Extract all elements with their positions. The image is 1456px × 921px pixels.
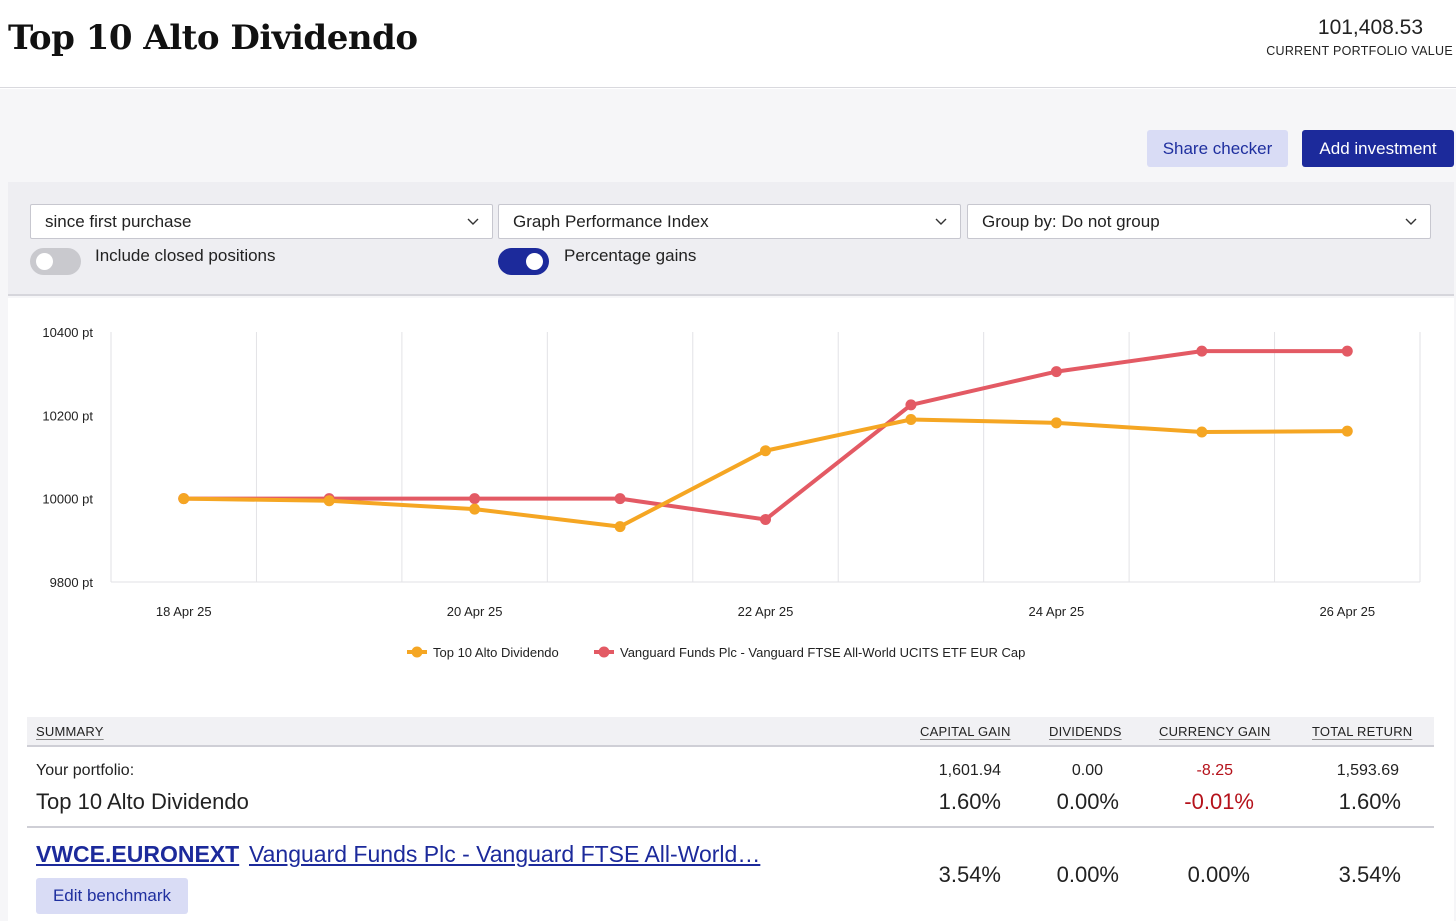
data-point: [760, 445, 771, 457]
share-checker-button[interactable]: Share checker: [1147, 130, 1288, 167]
data-point: [905, 414, 917, 425]
toggle-knob: [36, 253, 53, 270]
toggle-knob: [526, 253, 543, 270]
capital-gain-header[interactable]: CAPITAL GAIN: [920, 724, 1011, 739]
legend-marker: [411, 646, 423, 658]
performance-chart[interactable]: 10400 pt 10200 pt 10000 pt 9800 pt 18 Apr 25…: [8, 298, 1454, 698]
data-point: [323, 495, 335, 507]
x-tick-label: 20 Apr 25: [447, 604, 503, 619]
data-point: [1341, 425, 1353, 437]
currency-gain-pct: -0.01%: [1184, 789, 1254, 814]
capital-gain-value: 1,601.94: [938, 762, 1001, 779]
data-point: [614, 493, 626, 505]
benchmark-name-link[interactable]: Vanguard Funds Plc - Vanguard FTSE All-W…: [249, 841, 761, 867]
page-header: Top 10 Alto Dividendo 101,408.53 CURRENT…: [0, 0, 1456, 88]
benchmark-dividends-pct: 0.00%: [1056, 862, 1119, 887]
chevron-down-icon: [935, 218, 947, 225]
capital-gain-pct: 1.60%: [938, 789, 1001, 814]
x-tick-label: 24 Apr 25: [1029, 604, 1085, 619]
portfolio-row: Your portfolio: Top 10 Alto Dividendo 1,…: [27, 748, 1434, 828]
benchmark-ticker-link[interactable]: VWCE.EURONEXT: [36, 841, 240, 867]
data-point: [905, 399, 917, 411]
period-select-value: since first purchase: [45, 211, 192, 231]
chevron-down-icon: [1405, 218, 1417, 225]
total-return-header[interactable]: TOTAL RETURN: [1312, 724, 1413, 739]
data-point: [614, 521, 626, 533]
currency-gain-header[interactable]: CURRENCY GAIN: [1159, 724, 1271, 739]
graph-type-select[interactable]: Graph Performance Index: [498, 204, 961, 239]
group-by-select[interactable]: Group by: Do not group: [967, 204, 1431, 239]
dividends-pct: 0.00%: [1056, 789, 1119, 814]
y-tick-label: 9800 pt: [50, 575, 94, 590]
y-tick-label: 10400 pt: [42, 325, 93, 340]
benchmark-total-return-pct: 3.54%: [1338, 862, 1401, 887]
series-line: [181, 417, 1350, 529]
percentage-gains-toggle[interactable]: [498, 248, 549, 275]
include-closed-label: Include closed positions: [95, 246, 276, 265]
x-tick-label: 26 Apr 25: [1319, 604, 1375, 619]
portfolio-value-label: CURRENT PORTFOLIO VALUE: [1266, 44, 1453, 58]
edit-benchmark-button[interactable]: Edit benchmark: [36, 878, 188, 914]
x-tick-label: 22 Apr 25: [738, 604, 794, 619]
y-tick-label: 10000 pt: [42, 492, 93, 507]
data-point: [1196, 426, 1208, 438]
series-line: [181, 349, 1350, 522]
portfolio-label: Your portfolio:: [36, 762, 135, 779]
group-by-select-value: Group by: Do not group: [982, 211, 1160, 231]
data-point: [1341, 345, 1353, 357]
page-title: Top 10 Alto Dividendo: [8, 18, 418, 58]
chevron-down-icon: [467, 218, 479, 225]
data-point: [469, 493, 481, 505]
data-point: [1050, 417, 1062, 429]
x-tick-label: 18 Apr 25: [156, 604, 212, 619]
benchmark-row: VWCE.EURONEXT Vanguard Funds Plc - Vangu…: [27, 829, 1434, 921]
period-select[interactable]: since first purchase: [30, 204, 493, 239]
legend-label: Top 10 Alto Dividendo: [433, 645, 559, 660]
total-return-value: 1,593.69: [1336, 762, 1399, 779]
data-point: [760, 514, 771, 525]
currency-gain-value: -8.25: [1196, 762, 1233, 779]
percentage-gains-label: Percentage gains: [564, 246, 697, 265]
portfolio-value: 101,408.53: [1317, 16, 1423, 39]
add-investment-button[interactable]: Add investment: [1302, 130, 1454, 167]
data-point: [178, 493, 190, 505]
graph-type-select-value: Graph Performance Index: [513, 211, 709, 231]
legend-label: Vanguard Funds Plc - Vanguard FTSE All-W…: [620, 645, 1025, 660]
dividends-header[interactable]: DIVIDENDS: [1049, 724, 1122, 739]
legend-marker: [598, 646, 610, 658]
summary-header-row: SUMMARY CAPITAL GAIN DIVIDENDS CURRENCY …: [27, 717, 1434, 747]
data-point: [1050, 366, 1062, 378]
data-point: [469, 503, 481, 515]
portfolio-name: Top 10 Alto Dividendo: [36, 789, 249, 814]
total-return-pct: 1.60%: [1338, 789, 1401, 814]
dividends-value: 0.00: [1071, 762, 1103, 779]
y-tick-label: 10200 pt: [42, 408, 93, 423]
data-point: [1196, 345, 1208, 357]
benchmark-currency-gain-pct: 0.00%: [1187, 862, 1250, 887]
include-closed-toggle[interactable]: [30, 248, 81, 275]
chart-controls: since first purchase Graph Performance I…: [8, 182, 1454, 296]
summary-header: SUMMARY: [36, 724, 104, 739]
benchmark-capital-gain-pct: 3.54%: [938, 862, 1001, 887]
